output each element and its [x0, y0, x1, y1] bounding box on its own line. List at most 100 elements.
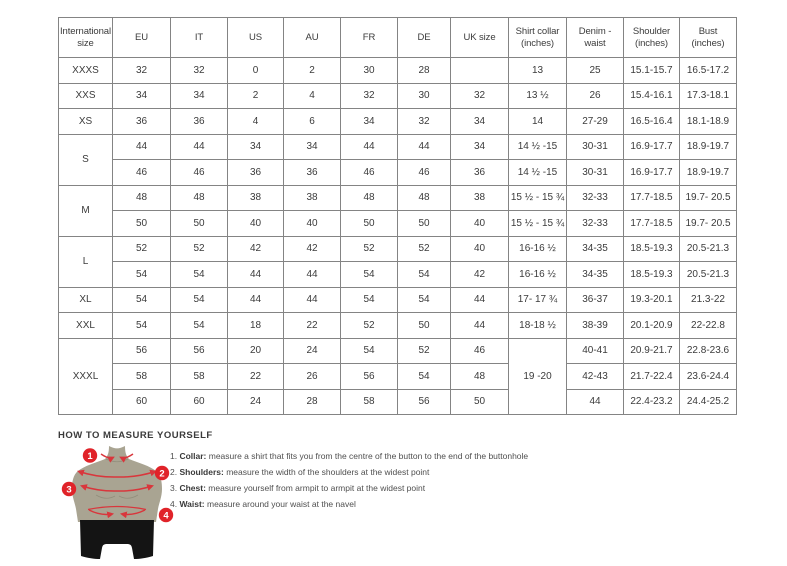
table-cell: L — [58, 235, 113, 288]
mannequin-figure: 1 2 3 4 — [61, 446, 174, 559]
table-cell: 44 — [170, 133, 228, 160]
table-cell: XXS — [58, 82, 113, 109]
waist-band-back — [87, 505, 147, 511]
badge-4-icon: 4 — [158, 507, 174, 523]
table-cell: 15.1-15.7 — [623, 57, 680, 84]
column-header: International size — [58, 17, 113, 58]
chest-measure-arrow-right — [116, 484, 154, 492]
table-cell: 16-16 ½ — [508, 235, 567, 262]
table-cell: 34 — [112, 82, 171, 109]
table-cell: 22 — [227, 363, 284, 390]
table-cell: 30 — [340, 57, 398, 84]
table-cell: 54 — [340, 337, 398, 364]
table-cell: 54 — [170, 261, 228, 288]
table-cell: 14 ½ -15 — [508, 159, 567, 186]
badge-2-number: 2 — [159, 469, 164, 480]
mannequin-torso — [72, 446, 162, 522]
table-cell: 36 — [112, 108, 171, 135]
table-cell: 20.1-20.9 — [623, 312, 680, 339]
column-header: UK size — [450, 17, 509, 58]
table-cell: 17- 17 ¾ — [508, 286, 567, 313]
table-cell: 32 — [340, 82, 398, 109]
table-cell: 54 — [112, 261, 171, 288]
table-cell: 27-29 — [566, 108, 624, 135]
table-cell: 30-31 — [566, 133, 624, 160]
column-header: DE — [397, 17, 451, 58]
table-cell: 22.8-23.6 — [679, 337, 737, 364]
table-cell: 34 — [283, 133, 341, 160]
table-cell: 19 -20 — [508, 337, 567, 415]
table-cell: 0 — [227, 57, 284, 84]
table-cell: 19.7- 20.5 — [679, 184, 737, 211]
table-cell: 16.5-17.2 — [679, 57, 737, 84]
badge-1-icon: 1 — [82, 448, 98, 463]
table-cell: 13 ½ — [508, 82, 567, 109]
table-cell: 52 — [170, 235, 228, 262]
table-cell: 44 — [450, 312, 509, 339]
table-cell: 46 — [397, 159, 451, 186]
badge-3-icon: 3 — [61, 481, 77, 497]
table-cell: S — [58, 133, 113, 186]
table-cell: XXXS — [58, 57, 113, 84]
table-cell: 40 — [283, 210, 341, 237]
table-row: XXL 54 54 18 22 52 50 44 18-18 ½ 38-39 20.1-20.9 22… — [58, 312, 737, 339]
table-row: 54 54 44 44 54 54 42 16-16 ½ 34-35 18.5-19.3 20.5-… — [59, 261, 737, 288]
table-cell: 58 — [112, 363, 171, 390]
table-cell: 19.3-20.1 — [623, 286, 680, 313]
table-cell: 44 — [340, 133, 398, 160]
column-header: Bust (inches) — [679, 17, 737, 58]
table-cell: 44 — [227, 286, 284, 313]
table-cell: 15 ½ - 15 ¾ — [508, 184, 567, 211]
table-cell: 54 — [340, 286, 398, 313]
table-cell: 48 — [450, 363, 509, 390]
table-cell: 15 ½ - 15 ¾ — [508, 210, 567, 237]
table-cell: 34 — [227, 133, 284, 160]
table-cell: 60 — [112, 388, 171, 415]
table-cell: 16.9-17.7 — [623, 133, 680, 160]
table-row: XXXL 56 56 20 24 54 52 46 19 -20 40-41 20.9-21.7 22… — [58, 337, 737, 415]
table-cell: 26 — [283, 363, 341, 390]
table-cell: 44 — [227, 261, 284, 288]
table-cell: 44 — [283, 286, 341, 313]
table-cell: 50 — [340, 210, 398, 237]
size-table-head-row: International size EU IT US AU FR DE UK size Shi… — [58, 17, 737, 58]
chest-shade-left — [95, 494, 116, 499]
table-cell: 34 — [450, 133, 509, 160]
table-cell: 46 — [450, 337, 509, 364]
table-cell: 46 — [112, 159, 171, 186]
table-cell: 23.6-24.4 — [679, 363, 737, 390]
table-cell: 54 — [112, 312, 171, 339]
table-cell: 54 — [340, 261, 398, 288]
table-cell: 48 — [397, 184, 451, 211]
table-cell: 17.3-18.1 — [679, 82, 737, 109]
table-cell: 40-41 — [566, 337, 624, 364]
measure-guide-title: HOW TO MEASURE YOURSELF — [58, 430, 213, 441]
table-cell: 15.4-16.1 — [623, 82, 680, 109]
table-cell: 50 — [397, 210, 451, 237]
table-cell: 48 — [340, 184, 398, 211]
table-cell: 22-22.8 — [679, 312, 737, 339]
neck-measure-arrow-right — [119, 453, 134, 463]
table-cell: XS — [58, 108, 113, 135]
table-cell: 38 — [227, 184, 284, 211]
column-header: Denim - waist — [566, 17, 624, 58]
table-cell: 14 — [508, 108, 567, 135]
table-cell: 50 — [170, 210, 228, 237]
table-cell: 56 — [340, 363, 398, 390]
table-cell: 17.7-18.5 — [623, 210, 680, 237]
table-cell: 4 — [227, 108, 284, 135]
chest-measure-arrow-left — [80, 484, 118, 492]
table-cell: 19.7- 20.5 — [679, 210, 737, 237]
table-cell: 25 — [566, 57, 624, 84]
table-cell: 18-18 ½ — [508, 312, 567, 339]
table-cell: 44 — [397, 133, 451, 160]
measure-step: 4. Waist: measure around your waist at t… — [170, 499, 356, 509]
table-row: XL 54 54 44 44 54 54 44 17- 17 ¾ 36-37 19.3-20.1 21… — [58, 286, 737, 313]
table-cell: 18.1-18.9 — [679, 108, 737, 135]
table-row: M 48 48 38 38 48 48 38 15 ½ - 15 ¾ 32-33 17.7-18.5… — [58, 184, 737, 237]
table-cell: 18.9-19.7 — [679, 133, 737, 160]
table-cell: 44 — [112, 133, 171, 160]
table-cell: 13 — [508, 57, 567, 84]
table-cell: 22.4-23.2 — [623, 388, 680, 415]
